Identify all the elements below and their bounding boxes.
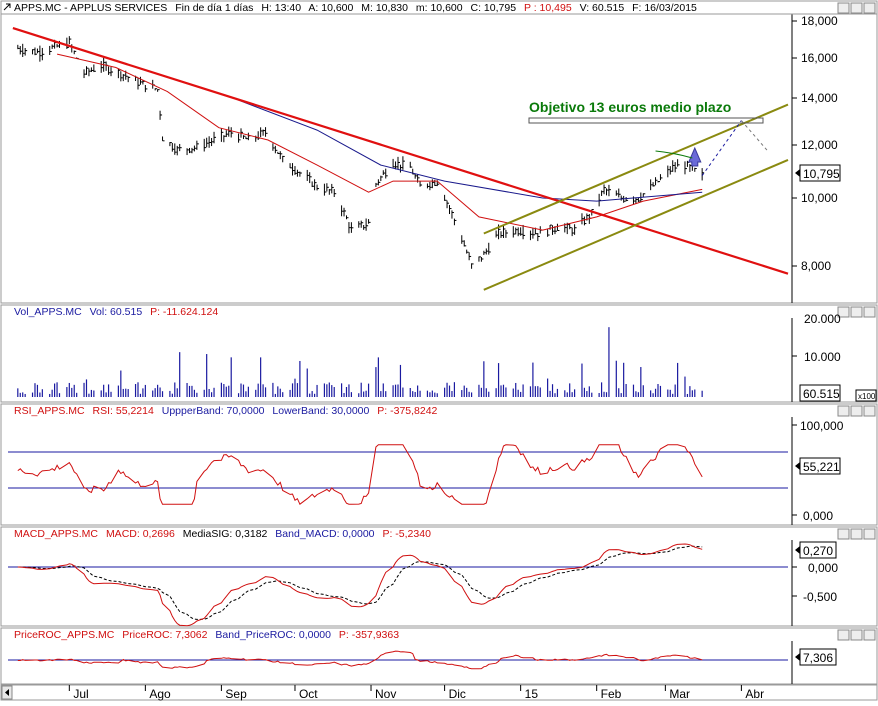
x-axis-label: Sep: [225, 687, 247, 701]
volume-close-button[interactable]: [863, 306, 876, 318]
price-panel: [0, 0, 878, 304]
rsi-panel: [0, 403, 878, 526]
macd-maximize-button[interactable]: [850, 528, 863, 540]
x-axis-label: 15: [525, 687, 539, 701]
downtrend-line: [12, 27, 789, 275]
price-last-value-box: 10,795: [795, 164, 841, 182]
channel-lower-line: [483, 158, 789, 291]
projection-line: [701, 120, 742, 176]
scroll-left-icon: [5, 689, 9, 696]
target-curve: [655, 150, 693, 159]
x-axis-label: Feb: [601, 687, 622, 701]
macd-y-tick: -0,500: [803, 590, 837, 604]
volume-minimize-button[interactable]: [837, 306, 850, 318]
macd-panel: [0, 526, 878, 627]
rsi-y-tick: 100,000: [800, 419, 844, 433]
roc-maximize-button[interactable]: [850, 629, 863, 641]
moving-average-slow: [238, 99, 703, 202]
volume-y-tick: 10.000: [804, 350, 841, 364]
rsi-minimize-button[interactable]: [837, 405, 850, 417]
price-y-axis: 18,000 16,000 14,000 12,000 10,000 8,000: [792, 14, 838, 273]
roc-panel: [0, 627, 878, 685]
volume-panel: [0, 304, 878, 403]
rsi-header: RSI_APPS.MC RSI: 55,2214 UppperBand: 70,…: [14, 405, 438, 417]
macd-minimize-button[interactable]: [837, 528, 850, 540]
roc-minimize-button[interactable]: [837, 629, 850, 641]
panel-close-button[interactable]: [863, 2, 876, 14]
macd-last-value-box: 0,270: [795, 541, 837, 559]
roc-close-button[interactable]: [863, 629, 876, 641]
price-y-tick: 8,000: [801, 259, 831, 273]
price-y-tick: 14,000: [801, 91, 838, 105]
svg-text:60.515: 60.515: [803, 387, 840, 401]
price-y-tick: 18,000: [801, 14, 838, 28]
rsi-y-axis: 100,000 0,000: [792, 419, 844, 523]
svg-text:x100: x100: [858, 392, 876, 401]
panel-controls[interactable]: [837, 2, 876, 641]
x-axis-label: Abr: [745, 687, 764, 701]
macd-signal-line: [17, 545, 703, 620]
x-axis-label: Ago: [149, 687, 171, 701]
x-axis-label: Jul: [73, 687, 88, 701]
svg-text:Objetivo 13 euros medio plazo: Objetivo 13 euros medio plazo: [529, 99, 731, 115]
projection-line-return: [741, 120, 768, 151]
rsi-line: [17, 444, 703, 505]
price-y-tick: 12,000: [801, 138, 838, 152]
macd-y-tick: 0,000: [808, 561, 838, 575]
roc-header: PriceROC_APPS.MC PriceROC: 7,3062 Band_P…: [14, 629, 399, 641]
macd-line: [17, 543, 703, 627]
volume-last-value-box: 60.515 x100: [799, 384, 877, 402]
x-axis-label: Nov: [375, 687, 396, 701]
target-annotation: Objetivo 13 euros medio plazo: [528, 99, 764, 124]
moving-average-fast: [56, 53, 703, 231]
rsi-maximize-button[interactable]: [850, 405, 863, 417]
x-axis-label: Oct: [299, 687, 318, 701]
svg-text:10,795: 10,795: [803, 167, 840, 181]
time-axis: Jul Ago Sep Oct Nov Dic 15 Feb Mar Abr: [0, 684, 878, 701]
macd-close-button[interactable]: [863, 528, 876, 540]
price-y-tick: 10,000: [801, 191, 838, 205]
rsi-close-button[interactable]: [863, 405, 876, 417]
volume-y-axis: 20.000 10.000: [792, 312, 841, 364]
panel-maximize-button[interactable]: [850, 2, 863, 14]
price-header-arrow-icon: [3, 3, 11, 11]
price-header: APPS.MC - APPLUS SERVICES Fin de día 1 d…: [14, 2, 697, 14]
x-axis-label: Dic: [449, 687, 466, 701]
volume-maximize-button[interactable]: [850, 306, 863, 318]
macd-header: MACD_APPS.MC MACD: 0,2696 MediaSIG: 0,31…: [14, 528, 431, 540]
svg-text:55,221: 55,221: [803, 460, 840, 474]
rsi-y-tick: 0,000: [803, 509, 833, 523]
svg-text:7,306: 7,306: [803, 651, 833, 665]
macd-y-axis: 0,000 -0,500: [792, 561, 838, 604]
volume-header: Vol_APPS.MC Vol: 60.515 P: -11.624.124: [14, 306, 218, 318]
svg-text:0,270: 0,270: [803, 544, 833, 558]
roc-last-value-box: 7,306: [795, 648, 837, 666]
x-axis-label: Mar: [669, 687, 690, 701]
rsi-last-value-box: 55,221: [795, 457, 841, 475]
roc-line: [17, 650, 703, 670]
up-arrow-icon: [688, 146, 702, 167]
volume-y-tick: 20.000: [804, 312, 841, 326]
panel-minimize-button[interactable]: [837, 2, 850, 14]
price-y-tick: 16,000: [801, 51, 838, 65]
